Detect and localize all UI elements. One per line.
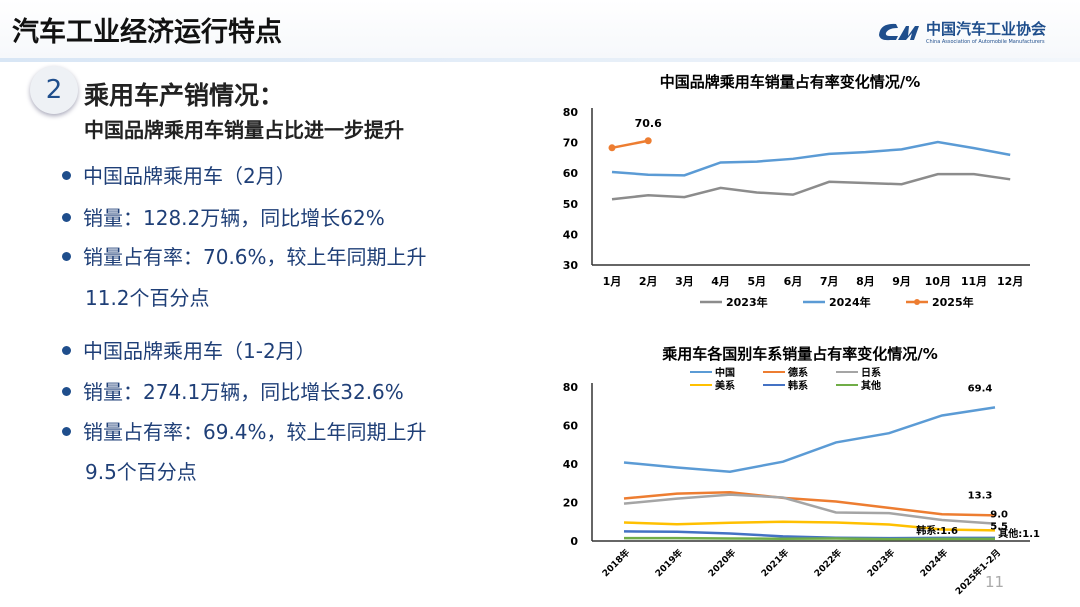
series-line-美系 [623,520,996,532]
header-divider [0,58,1080,62]
page-title: 汽车工业经济运行特点 [12,17,282,48]
y-tick-label: 40 [563,458,579,471]
section-subtitle: 中国品牌乘用车销量占比进一步提升 [84,118,404,142]
bullet: 销量：128.2万辆，同比增长62% [62,202,385,234]
bullet-dot-icon [62,213,71,222]
series-line-其他 [624,536,995,541]
legend-label: 其他 [861,379,881,392]
bullet-dot-icon [62,427,71,436]
section-title: 乘用车产销情况： [84,81,285,110]
caam-logo-icon [879,23,919,40]
x-tick-label: 2023年 [865,547,898,580]
bullet: 销量：274.1万辆，同比增长32.6% [62,376,404,408]
bullet-dot-icon [62,252,71,261]
x-tick-label: 2021年 [759,547,792,580]
legend-marker [914,299,920,305]
bullet-text: 销量占有率：69.4%，较上年同期上升 [83,420,427,444]
data-label: 13.3 [968,490,993,501]
bullet-text: 销量占有率：70.6%，较上年同期上升 [83,245,427,269]
x-tick-label: 11月 [961,275,987,288]
legend-label: 韩系 [788,379,808,392]
bullet-text: 销量：128.2万辆，同比增长62% [83,206,385,230]
series-line-2025年 [611,139,649,150]
bullet: 销量占有率：70.6%，较上年同期上升 [62,241,427,273]
x-tick-label: 2022年 [812,547,845,580]
y-tick-label: 50 [563,198,579,211]
bullet-dot-icon [62,171,71,180]
logo-cn: 中国汽车工业协会 [926,20,1047,38]
y-tick-label: 0 [570,535,578,548]
logo-en: China Association of Automobile Manufact… [926,39,1045,45]
page-number: 11 [985,573,1005,591]
data-point [608,144,616,152]
x-tick-label: 10月 [925,275,951,288]
x-tick-label: 12月 [997,275,1023,288]
x-tick-label: 9月 [892,275,911,288]
legend-label: 中国 [715,366,735,379]
legend-label: 美系 [715,379,735,392]
data-label: 其他:1.1 [998,527,1040,540]
series-line-2023年 [611,172,1011,201]
y-tick-label: 60 [563,167,579,180]
data-label: 9.0 [990,510,1008,521]
series-line-2024年 [611,140,1011,177]
x-tick-label: 3月 [675,275,694,288]
series-line-日系 [623,493,996,525]
y-tick-label: 80 [563,381,579,394]
bullet-text: 中国品牌乘用车（2月） [83,164,296,188]
data-label: 69.4 [968,383,993,394]
section-number: 2 [30,66,78,114]
y-tick-label: 30 [563,259,579,272]
y-tick-label: 40 [563,228,579,241]
y-tick-label: 80 [563,106,579,119]
bullet: 销量占有率：69.4%，较上年同期上升 [62,416,427,448]
bullet-dot-icon [62,346,71,355]
charts: 中国品牌乘用车销量占有率变化情况/% 30 40 50 60 70 80 1月 2月 3月 4月 5月… [563,73,1040,597]
bullet-continuation: 9.5个百分点 [85,460,197,484]
data-label: 70.6 [635,117,662,130]
y-tick-label: 70 [563,137,579,150]
bullet: 中国品牌乘用车（1-2月） [62,335,316,367]
data-point [644,137,652,145]
x-tick-label: 5月 [747,275,766,288]
bullet-text: 销量：274.1万辆，同比增长32.6% [83,380,404,404]
data-label: 韩系:1.6 [916,524,958,537]
header-bar [0,0,1080,58]
logo: 中国汽车工业协会 China Association of Automobile … [876,18,1046,45]
x-tick-label: 2018年 [600,547,633,580]
x-tick-label: 2024年 [918,547,951,580]
data-label: 5.5 [990,521,1008,532]
legend-label: 2025年 [932,295,974,309]
series-line-德系 [623,491,996,517]
legend-label: 德系 [787,366,808,379]
legend-label: 日系 [861,366,881,379]
x-tick-label: 1月 [603,275,622,288]
bullet-text: 中国品牌乘用车（1-2月） [83,339,316,363]
bullet: 中国品牌乘用车（2月） [62,160,296,192]
x-tick-label: 2019年 [653,547,686,580]
bullet-dot-icon [62,387,71,396]
x-tick-label: 7月 [820,275,839,288]
series-line-中国 [623,406,996,473]
x-tick-label: 8月 [856,275,875,288]
x-tick-label: 6月 [784,275,803,288]
x-tick-label: 4月 [711,275,730,288]
x-tick-label: 2月 [639,275,658,288]
chart-title: 中国品牌乘用车销量占有率变化情况/% [660,73,921,91]
y-tick-label: 20 [563,497,579,510]
legend-label: 2024年 [829,295,871,309]
y-tick-label: 60 [563,420,579,433]
bullet-continuation: 11.2个百分点 [85,286,210,310]
legend-label: 2023年 [726,295,768,309]
x-tick-label: 2020年 [706,547,739,580]
chart-title: 乘用车各国别车系销量占有率变化情况/% [661,345,938,363]
